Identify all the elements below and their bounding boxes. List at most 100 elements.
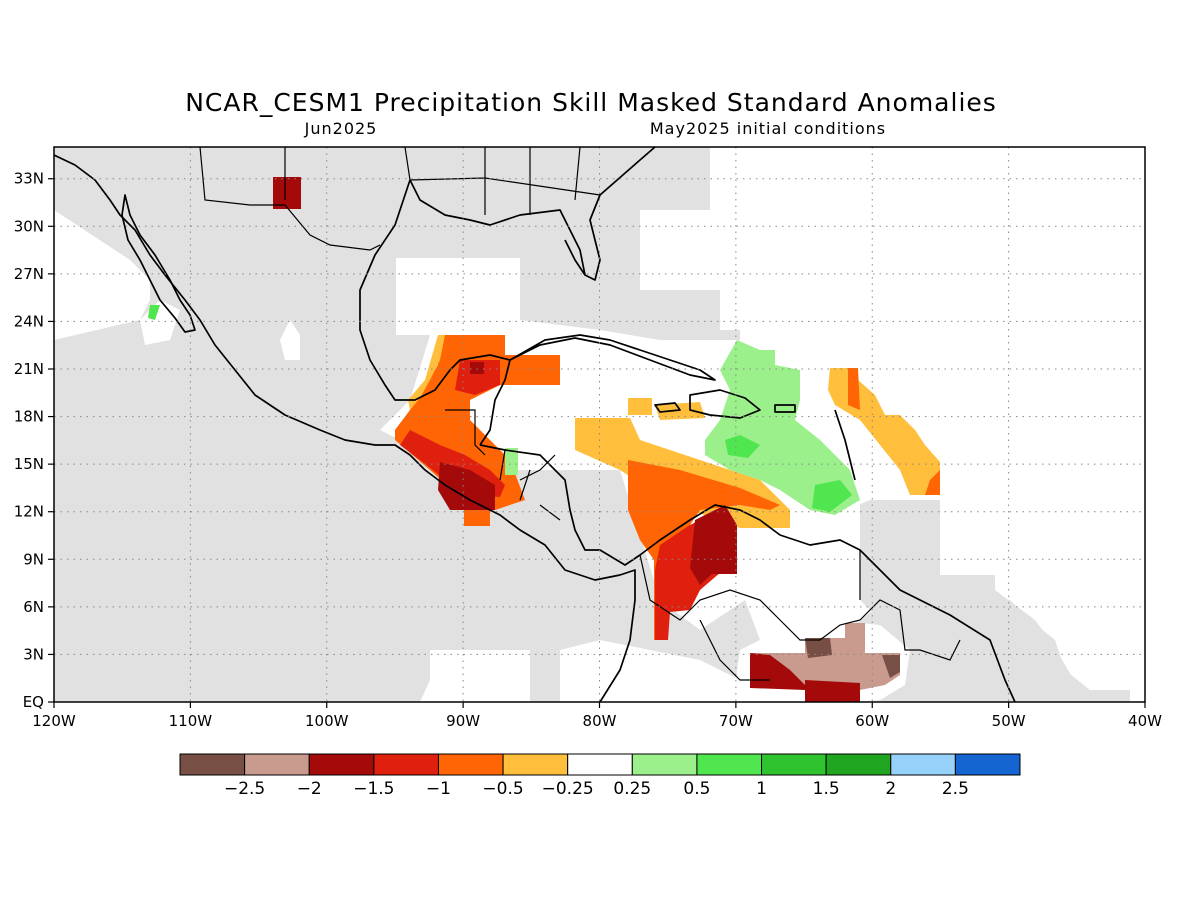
- y-tick-label: 27N: [14, 265, 44, 283]
- gridlines: [54, 147, 1145, 702]
- mask-region-atlantic: [860, 500, 1130, 702]
- anomaly-honduras-neg15: [438, 462, 495, 510]
- y-tick-label: 3N: [23, 645, 44, 663]
- anomaly-antilles-neg05: [848, 368, 860, 410]
- colorbar-tick-label: −1.5: [353, 779, 394, 799]
- subtitle-initial-conditions: May2025 initial conditions: [650, 119, 886, 138]
- y-tick-label: 18N: [14, 408, 44, 426]
- colorbar-tick-label: −0.5: [482, 779, 523, 799]
- colorbar-tick-label: 1.5: [813, 779, 840, 799]
- coast-gulf-mexico: [409, 147, 656, 281]
- colorbar-swatch: [761, 753, 827, 776]
- colorbar: [179, 753, 1021, 776]
- colorbar-swatch: [567, 753, 633, 776]
- colorbar-tick-label: 2: [885, 779, 896, 799]
- x-tick-label: 110W: [169, 712, 213, 730]
- anomaly-caribbean-neg05: [628, 460, 780, 640]
- anomaly-pr-neg025: [628, 398, 652, 415]
- colorbar-tick-label: −0.25: [542, 779, 594, 799]
- axis-ticks: [48, 178, 1146, 708]
- anomaly-east-caribbean-pos05-a: [725, 435, 760, 458]
- anomaly-mexico-pos025: [148, 305, 160, 320]
- anomaly-east-caribbean-pos05-b: [812, 480, 852, 512]
- border-central-america: [499, 449, 561, 521]
- x-tick-label: 80W: [583, 712, 617, 730]
- coastlines: [54, 147, 1016, 702]
- colorbar-swatch: [954, 753, 1021, 776]
- x-tick-label: 120W: [32, 712, 76, 730]
- border-guatemala: [445, 409, 486, 456]
- mask-gap-gulf: [396, 258, 520, 335]
- colorbar-swatch: [244, 753, 310, 776]
- colorbar-tick-label: −2: [297, 779, 322, 799]
- colorbar-swatch: [308, 753, 375, 776]
- coast-central-america-caribbean: [479, 444, 1016, 702]
- y-tick-label: 24N: [14, 312, 44, 330]
- x-tick-label: 40W: [1128, 712, 1162, 730]
- colorbar-swatch: [890, 753, 956, 776]
- y-tick-label: 6N: [23, 598, 44, 616]
- political-borders: [199, 147, 961, 681]
- anomaly-honduras-pos025: [505, 448, 518, 475]
- anomaly-antilles-neg05-b: [925, 470, 940, 495]
- y-tick-label: 15N: [14, 455, 44, 473]
- x-tick-label: 90W: [446, 712, 480, 730]
- mask-gap-mexico-spot: [280, 320, 300, 360]
- coast-baja: [121, 194, 196, 333]
- colorbar-tick-label: 2.5: [942, 779, 969, 799]
- anomaly-mexico-neg15: [273, 177, 301, 209]
- colorbar-tick-label: 1: [756, 779, 767, 799]
- colorbar-swatch: [437, 753, 504, 776]
- coast-hispaniola: [689, 389, 761, 419]
- coast-florida-keys: [564, 239, 586, 276]
- anomaly-belize-neg05-tail: [464, 510, 490, 526]
- anomaly-brazil-neg15-b: [805, 680, 860, 702]
- y-tick-label: 33N: [14, 170, 44, 188]
- subtitle-month: Jun2025: [304, 119, 378, 138]
- border-us-states: [284, 147, 601, 215]
- colorbar-swatch: [825, 753, 892, 776]
- y-tick-label: 12N: [14, 503, 44, 521]
- x-tick-label: 50W: [992, 712, 1026, 730]
- x-tick-label: 100W: [305, 712, 349, 730]
- colorbar-tick-label: 0.25: [613, 779, 651, 799]
- border-south-america: [639, 550, 961, 681]
- y-tick-label: EQ: [23, 693, 44, 711]
- coast-mexico-gulf-west: [359, 179, 511, 446]
- anomaly-east-caribbean-pos025: [705, 340, 860, 515]
- anomaly-yucatan-neg1: [455, 360, 500, 395]
- y-tick-label: 21N: [14, 360, 44, 378]
- colorbar-tick-label: −2.5: [224, 779, 265, 799]
- figure-title: NCAR_CESM1 Precipitation Skill Masked St…: [185, 88, 997, 117]
- colorbar-labels: −2.5 −2 −1.5 −1 −0.5 −0.25 0.25 0.5 1 1.5 2 2.5: [224, 779, 969, 799]
- x-axis-labels: 120W 110W 100W 90W 80W 70W 60W 50W 40W: [32, 712, 1162, 730]
- anomaly-yucatan-core: [470, 362, 484, 374]
- coast-jamaica: [654, 402, 681, 413]
- y-tick-label: 9N: [23, 550, 44, 568]
- anomaly-colombia-neg15: [690, 505, 737, 585]
- colorbar-tick-label: −1: [426, 779, 451, 799]
- anomaly-brazil-neg15-a: [750, 653, 805, 690]
- coast-puerto-rico: [774, 404, 796, 413]
- anomaly-hispaniola-neg025: [655, 402, 705, 420]
- skill-mask-layer: [54, 147, 1130, 702]
- coast-cuba: [509, 334, 716, 381]
- colorbar-swatch: [631, 753, 698, 776]
- colorbar-swatch: [179, 753, 246, 776]
- x-tick-label: 70W: [719, 712, 753, 730]
- colorbar-swatch: [502, 753, 569, 776]
- anomaly-layer: [148, 177, 940, 702]
- coast-mexico-pacific: [54, 154, 636, 702]
- anomaly-yucatan-neg025-edge: [408, 335, 445, 410]
- anomaly-brazil-neg25-a: [805, 638, 832, 658]
- map-area: [54, 147, 1145, 702]
- colorbar-swatch: [373, 753, 439, 776]
- colorbar-swatch: [696, 753, 763, 776]
- border-us-mexico: [199, 147, 381, 251]
- y-axis-labels: EQ 3N 6N 9N 12N 15N 18N 21N 24N 27N 30N 33N: [14, 170, 44, 711]
- anomaly-brazil-neg25-b: [882, 655, 900, 678]
- mask-region-pacific: [54, 335, 495, 702]
- y-tick-label: 30N: [14, 217, 44, 235]
- colorbar-tick-label: 0.5: [683, 779, 710, 799]
- x-tick-label: 60W: [855, 712, 889, 730]
